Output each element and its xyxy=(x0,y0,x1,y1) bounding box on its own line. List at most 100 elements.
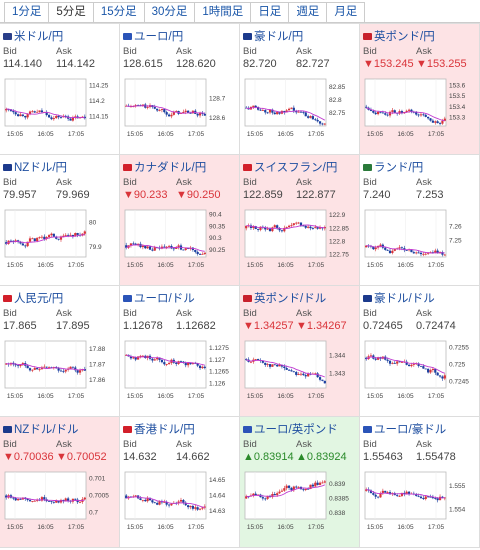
candle-body xyxy=(184,502,187,506)
tab-7[interactable]: 月足 xyxy=(326,2,366,22)
candle-body xyxy=(424,368,427,370)
pair-header[interactable]: NZドル/円 xyxy=(3,159,117,175)
ask-value: ▼153.255 xyxy=(416,58,467,70)
pair-name[interactable]: 香港ドル/円 xyxy=(134,424,195,436)
pair-name[interactable]: ユーロ/ドル xyxy=(134,293,195,305)
pair-header[interactable]: 英ポンド/円 xyxy=(363,28,477,44)
tab-3[interactable]: 30分足 xyxy=(143,2,196,22)
pair-name[interactable]: NZドル/円 xyxy=(14,162,68,174)
pair-card[interactable]: 英ポンド/円 Bid Ask ▼153.245 ▼153.255 15:05 16:05 17… xyxy=(360,24,480,155)
mini-chart[interactable]: 15:05 16:05 17:05 17.88 17.87 17.86 xyxy=(3,338,116,400)
candle-body xyxy=(273,493,276,496)
pair-card[interactable]: NZドル/円 Bid Ask 79.957 79.969 15:05 16:05 17:05 8… xyxy=(0,155,120,286)
pair-name[interactable]: ユーロ/豪ドル xyxy=(374,424,447,436)
mini-chart[interactable]: 15:05 16:05 17:05 128.7 128.6 xyxy=(123,76,236,138)
mini-chart[interactable]: 15:05 16:05 17:05 0.7255 0.725 0.7245 xyxy=(363,338,476,400)
pair-header[interactable]: ユーロ/円 xyxy=(123,28,237,44)
mini-chart[interactable]: 15:05 16:05 17:05 122.9 122.85 122.8 122.75 xyxy=(243,207,356,269)
candle-body xyxy=(381,112,384,114)
pair-name[interactable]: 米ドル/円 xyxy=(14,31,64,43)
pair-header[interactable]: ユーロ/英ポンド xyxy=(243,421,357,437)
tab-4[interactable]: 1時間足 xyxy=(194,2,252,22)
mini-chart[interactable]: 15:05 16:05 17:05 153.6 153.5 153.4 153.3 xyxy=(363,76,476,138)
tab-6[interactable]: 週足 xyxy=(288,2,328,22)
candle-body xyxy=(403,248,406,251)
mini-chart[interactable]: 15:05 16:05 17:05 0.839 0.8385 0.838 xyxy=(243,469,356,531)
pair-header[interactable]: 英ポンド/ドル xyxy=(243,290,357,306)
candle-body xyxy=(422,253,425,255)
mini-chart[interactable]: 15:05 16:05 17:05 1.1275 1.127 1.1265 1.126 xyxy=(123,338,236,400)
pair-name[interactable]: カナダドル/円 xyxy=(134,162,207,174)
candle-body xyxy=(292,486,295,491)
pair-name[interactable]: NZドル/ドル xyxy=(14,424,79,436)
pair-header[interactable]: スイスフラン/円 xyxy=(243,159,357,175)
candle-body xyxy=(261,497,264,499)
pair-header[interactable]: 香港ドル/円 xyxy=(123,421,237,437)
pair-card[interactable]: ユーロ/英ポンド Bid Ask ▲0.83914 ▲0.83924 15:05 16:05… xyxy=(240,417,360,548)
pair-name[interactable]: 人民元/円 xyxy=(14,293,64,305)
pair-header[interactable]: ユーロ/ドル xyxy=(123,290,237,306)
pair-card[interactable]: 豪ドル/ドル Bid Ask 0.72465 0.72474 15:05 16:05 17:0… xyxy=(360,286,480,417)
pair-card[interactable]: スイスフラン/円 Bid Ask 122.859 122.877 15:05 16:05 17… xyxy=(240,155,360,286)
candle-body xyxy=(431,497,434,499)
price-tick-label: 1.555 xyxy=(449,483,466,490)
mini-chart[interactable]: 15:05 16:05 17:05 1.344 1.343 xyxy=(243,338,356,400)
pair-name[interactable]: ユーロ/円 xyxy=(134,31,184,43)
pair-card[interactable]: 香港ドル/円 Bid Ask 14.632 14.662 15:05 16:05 17:05 1… xyxy=(120,417,240,548)
pair-header[interactable]: 豪ドル/ドル xyxy=(363,290,477,306)
candle-body xyxy=(436,250,439,254)
pair-card[interactable]: ユーロ/豪ドル Bid Ask 1.55463 1.55478 15:05 16:05 17:… xyxy=(360,417,480,548)
pair-header[interactable]: 豪ドル/円 xyxy=(243,28,357,44)
candle-body xyxy=(167,362,171,365)
pair-card[interactable]: カナダドル/円 Bid Ask ▼90.233 ▼90.250 15:05 16:05 17:… xyxy=(120,155,240,286)
pair-card[interactable]: NZドル/ドル Bid Ask ▼0.70036 ▼0.70052 15:05 16:05 1… xyxy=(0,417,120,548)
pair-name[interactable]: 英ポンド/円 xyxy=(374,31,435,43)
candle-body xyxy=(400,492,404,496)
price-labels: Bid Ask xyxy=(243,308,357,319)
candle-body xyxy=(268,364,272,367)
tab-2[interactable]: 15分足 xyxy=(92,2,145,22)
candle-body xyxy=(318,121,322,124)
pair-name[interactable]: スイスフラン/円 xyxy=(254,162,338,174)
pair-name[interactable]: 豪ドル/円 xyxy=(254,31,304,43)
mini-chart[interactable]: 15:05 16:05 17:05 80 79.9 xyxy=(3,207,116,269)
candle-body xyxy=(278,112,281,114)
pair-header[interactable]: カナダドル/円 xyxy=(123,159,237,175)
pair-name[interactable]: ユーロ/英ポンド xyxy=(254,424,338,436)
mini-chart[interactable]: 15:05 16:05 17:05 14.65 14.64 14.63 xyxy=(123,469,236,531)
bid-label: Bid xyxy=(3,439,17,450)
pair-header[interactable]: NZドル/ドル xyxy=(3,421,117,437)
pair-card[interactable]: 米ドル/円 Bid Ask 114.140 114.142 15:05 16:05 17:05… xyxy=(0,24,120,155)
candle-body xyxy=(290,487,293,491)
pair-card[interactable]: ランド/円 Bid Ask 7.240 7.253 15:05 16:05 17:05 7.26… xyxy=(360,155,480,286)
tab-5[interactable]: 日足 xyxy=(250,2,290,22)
price-values: 82.720 82.727 xyxy=(243,58,357,70)
candle-body xyxy=(307,373,310,377)
mini-chart[interactable]: 15:05 16:05 17:05 90.4 90.35 90.3 90.25 xyxy=(123,207,236,269)
mini-chart[interactable]: 15:05 16:05 17:05 0.701 0.7005 0.7 xyxy=(3,469,116,531)
mini-chart[interactable]: 15:05 16:05 17:05 114.25 114.2 114.15 xyxy=(3,76,116,138)
pair-name[interactable]: ランド/円 xyxy=(374,162,424,174)
mini-chart[interactable]: 15:05 16:05 17:05 1.555 1.554 xyxy=(363,469,476,531)
candle-body xyxy=(309,226,312,229)
pair-name[interactable]: 英ポンド/ドル xyxy=(254,293,327,305)
time-tick-label: 16:05 xyxy=(277,524,294,531)
pair-card[interactable]: 人民元/円 Bid Ask 17.865 17.895 15:05 16:05 17:05 17… xyxy=(0,286,120,417)
pair-name[interactable]: 豪ドル/ドル xyxy=(374,293,435,305)
pair-card[interactable]: ユーロ/円 Bid Ask 128.615 128.620 15:05 16:05 17:05… xyxy=(120,24,240,155)
pair-card[interactable]: 豪ドル/円 Bid Ask 82.720 82.727 15:05 16:05 17:05 82… xyxy=(240,24,360,155)
time-tick-label: 15:05 xyxy=(247,393,264,400)
mini-chart[interactable]: 15:05 16:05 17:05 7.26 7.25 xyxy=(363,207,476,269)
pair-card[interactable]: 英ポンド/ドル Bid Ask ▼1.34257 ▼1.34267 15:05 16:05 1… xyxy=(240,286,360,417)
pair-card[interactable]: ユーロ/ドル Bid Ask 1.12678 1.12682 15:05 16:05 17:0… xyxy=(120,286,240,417)
mini-chart[interactable]: 15:05 16:05 17:05 82.85 82.8 82.75 xyxy=(243,76,356,138)
candle-body xyxy=(391,110,394,112)
tab-0[interactable]: 1分足 xyxy=(4,2,50,22)
pair-header[interactable]: ユーロ/豪ドル xyxy=(363,421,477,437)
candle-body xyxy=(163,362,166,365)
pair-header[interactable]: ランド/円 xyxy=(363,159,477,175)
candle-body xyxy=(156,503,159,505)
pair-header[interactable]: 人民元/円 xyxy=(3,290,117,306)
tab-1[interactable]: 5分足 xyxy=(48,2,94,22)
pair-header[interactable]: 米ドル/円 xyxy=(3,28,117,44)
